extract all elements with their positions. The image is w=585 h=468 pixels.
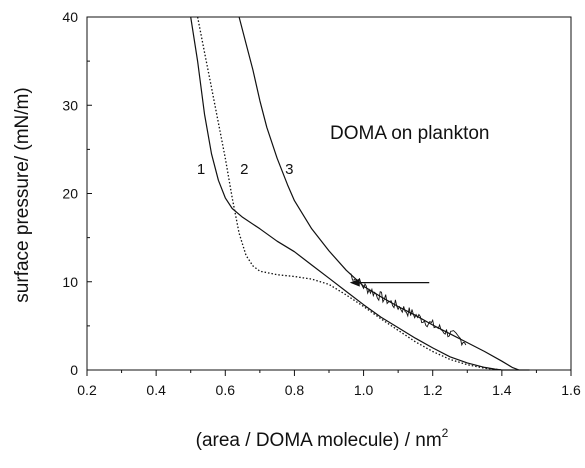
y-tick-label: 0 [70,362,78,378]
annotation-text: DOMA on plankton [330,123,489,144]
x-tick-label: 0.8 [285,382,305,398]
series-layer [190,16,530,371]
x-tick-label: 1.2 [423,382,443,398]
x-tick-label: 1.0 [354,382,374,398]
curve-label-3: 3 [285,161,293,178]
y-tick-label: 20 [62,186,78,202]
curve-label-2: 2 [240,161,248,178]
series-1-line [190,16,520,371]
annotation-arrow [349,278,430,287]
x-tick-label: 0.4 [146,382,166,398]
x-tick-label: 1.6 [561,382,581,398]
series-3-line [238,16,530,371]
x-axis-title: (area / DOMA molecule) / nm2 [196,426,449,451]
curve-label-1: 1 [197,161,205,178]
x-tick-label: 1.4 [492,382,512,398]
curve-label-layer: 1 2 3 [197,161,294,178]
series-2-line [196,16,502,371]
arrow-head [349,278,360,287]
y-axis-title: surface pressure/ (mN/m) [12,87,33,302]
plot-frame [86,16,572,371]
y-axis: 0 10 20 30 40 [62,9,92,378]
y-tick-label: 30 [62,97,78,113]
x-tick-label: 0.2 [77,382,97,398]
series-3-noise [349,273,467,347]
x-axis-title-superscript: 2 [442,426,449,440]
y-tick-label: 40 [62,9,78,25]
x-axis-title-text: (area / DOMA molecule) / nm [196,430,442,451]
x-axis: 0.2 0.4 0.6 0.8 1.0 1.2 1.4 1.6 [77,370,581,398]
y-tick-label: 10 [62,274,78,290]
x-tick-label: 0.6 [216,382,236,398]
